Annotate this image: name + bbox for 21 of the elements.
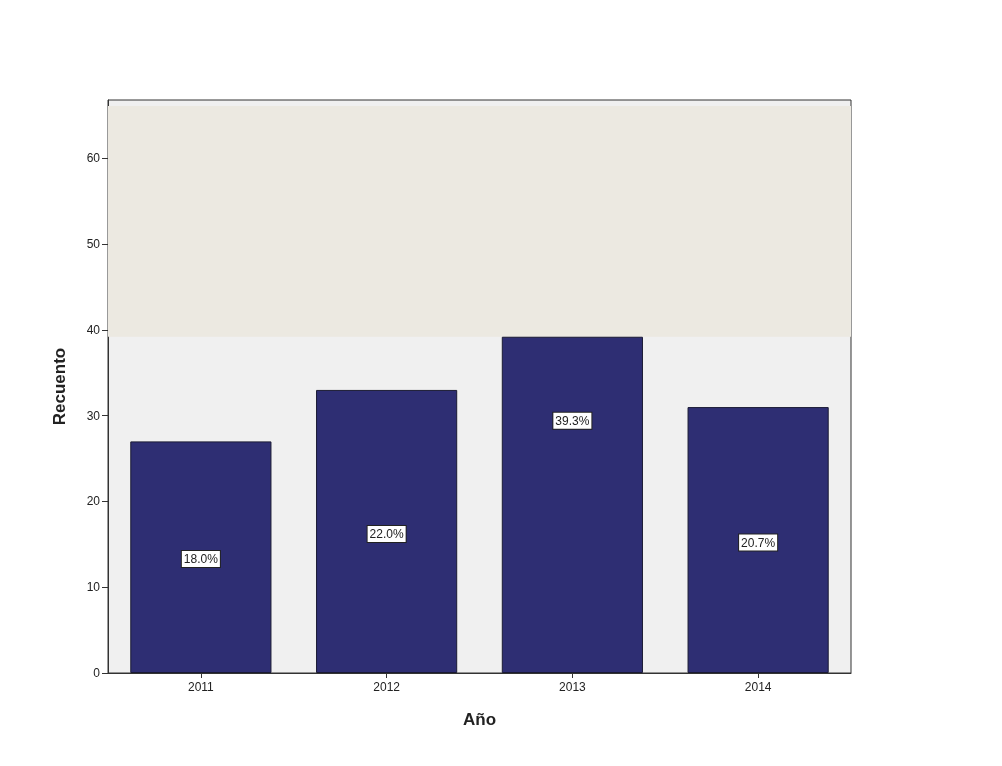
y-tick-label: 40: [86, 322, 101, 337]
x-tick-label: 2011: [187, 680, 215, 694]
annotation: 22.0%: [369, 527, 404, 542]
bar: [687, 407, 829, 673]
x-tick-label: 2013: [559, 680, 587, 694]
x-axis-title: Año: [462, 710, 497, 729]
y-tick-label: 60: [86, 151, 101, 166]
x-tick-label: 2014: [744, 680, 772, 694]
y-tick-label: 0: [93, 666, 101, 680]
bar: [130, 441, 272, 673]
annotation: 20.7%: [741, 535, 776, 550]
y-axis-title: Recuento: [50, 347, 69, 426]
y-tick-label: 30: [86, 408, 101, 423]
y-tick-label: 20: [86, 494, 101, 509]
bar: [501, 336, 643, 673]
annotation: 18.0%: [183, 551, 219, 566]
bar: [316, 389, 458, 673]
y-tick-label: 50: [86, 237, 101, 252]
y-tick-label: 10: [86, 580, 101, 595]
x-tick-label: 2012: [373, 680, 401, 694]
annotation: 39.3%: [555, 413, 590, 428]
